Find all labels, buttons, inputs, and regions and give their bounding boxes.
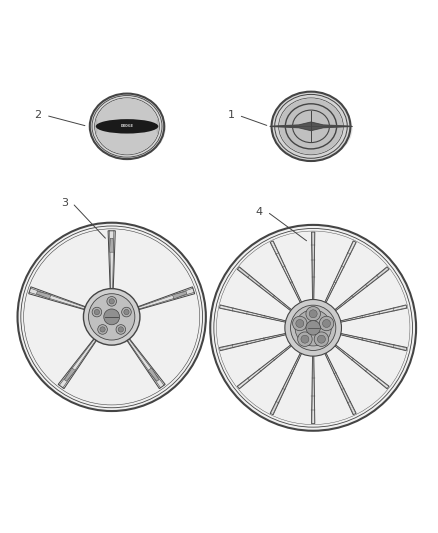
Circle shape (290, 305, 336, 351)
Circle shape (107, 296, 117, 306)
Circle shape (285, 300, 342, 356)
Polygon shape (64, 368, 75, 381)
Circle shape (118, 327, 124, 332)
Ellipse shape (272, 98, 353, 160)
Circle shape (306, 320, 321, 335)
Circle shape (116, 325, 126, 334)
Circle shape (309, 310, 317, 318)
Circle shape (298, 332, 312, 346)
Circle shape (318, 335, 325, 343)
Circle shape (124, 310, 129, 314)
Polygon shape (270, 348, 304, 415)
Polygon shape (331, 342, 389, 389)
Circle shape (18, 223, 206, 411)
Ellipse shape (272, 92, 350, 161)
Ellipse shape (96, 119, 158, 134)
Polygon shape (138, 287, 194, 310)
Polygon shape (108, 231, 115, 289)
Polygon shape (58, 339, 96, 389)
Text: 4: 4 (256, 207, 263, 217)
Polygon shape (219, 332, 291, 351)
Circle shape (295, 310, 331, 346)
Circle shape (94, 310, 99, 314)
Circle shape (109, 298, 114, 304)
Ellipse shape (95, 99, 159, 154)
Ellipse shape (90, 94, 164, 159)
Circle shape (301, 335, 309, 343)
Text: DODGE: DODGE (120, 124, 134, 128)
Text: 1: 1 (227, 110, 234, 120)
Polygon shape (270, 241, 304, 308)
Circle shape (319, 316, 334, 331)
Polygon shape (322, 348, 356, 415)
Circle shape (88, 294, 135, 340)
Ellipse shape (95, 118, 98, 134)
Circle shape (98, 325, 107, 334)
Polygon shape (335, 332, 407, 351)
Circle shape (100, 327, 105, 332)
Polygon shape (148, 368, 159, 381)
Circle shape (293, 316, 307, 331)
Polygon shape (173, 292, 187, 299)
Circle shape (122, 307, 131, 317)
Polygon shape (311, 232, 315, 305)
Polygon shape (322, 241, 356, 308)
Ellipse shape (91, 99, 166, 159)
Polygon shape (311, 351, 315, 424)
Polygon shape (331, 267, 389, 314)
Text: 2: 2 (35, 110, 42, 120)
Circle shape (83, 288, 140, 345)
Circle shape (104, 309, 120, 325)
Circle shape (92, 307, 102, 317)
Polygon shape (29, 287, 85, 310)
Circle shape (314, 332, 328, 346)
Polygon shape (237, 267, 296, 314)
Polygon shape (219, 305, 291, 324)
Circle shape (306, 306, 321, 321)
Ellipse shape (156, 118, 159, 134)
Ellipse shape (279, 99, 343, 154)
Polygon shape (335, 305, 407, 324)
Text: 3: 3 (61, 198, 68, 208)
Circle shape (296, 319, 304, 327)
Circle shape (322, 319, 331, 327)
Polygon shape (237, 342, 296, 389)
Polygon shape (36, 292, 51, 299)
Polygon shape (270, 122, 352, 131)
Circle shape (210, 225, 416, 431)
Polygon shape (127, 339, 165, 389)
Polygon shape (110, 238, 114, 252)
